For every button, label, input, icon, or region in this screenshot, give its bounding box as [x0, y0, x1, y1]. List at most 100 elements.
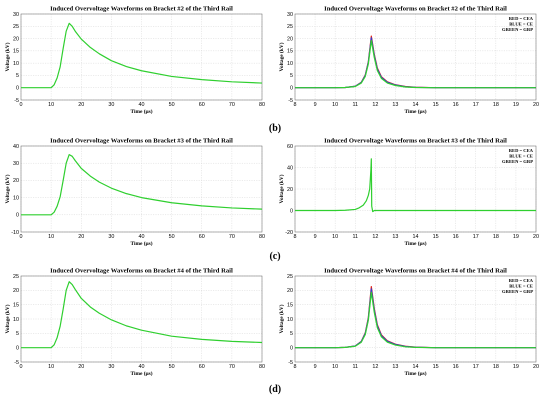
- x-axis-label: Time (µs): [130, 240, 152, 247]
- series-line-green: [295, 39, 536, 89]
- x-tick-label: 0: [20, 234, 23, 240]
- x-tick-label: 60: [199, 364, 205, 370]
- y-tick-label: 15: [287, 302, 293, 308]
- y-tick-label: 0: [16, 86, 19, 92]
- x-tick-label: 8: [294, 234, 297, 240]
- chart-title: Induced Overvoltage Waveforms on Bracket…: [50, 138, 233, 145]
- y-tick-label: 0: [290, 86, 293, 92]
- y-axis-label: Voltage (kV): [278, 42, 285, 71]
- x-tick-label: 12: [372, 234, 378, 240]
- y-tick-label: 5: [16, 73, 19, 79]
- y-tick-label: 10: [287, 61, 293, 67]
- x-tick-label: 30: [108, 234, 114, 240]
- y-tick-label: 5: [16, 331, 19, 337]
- y-tick-label: 20: [287, 36, 293, 42]
- x-tick-label: 15: [433, 102, 439, 108]
- x-tick-label: 19: [513, 364, 519, 370]
- chart-svg: Induced Overvoltage Waveforms on Bracket…: [278, 268, 539, 378]
- x-tick-label: 70: [229, 102, 235, 108]
- y-tick-label: 60: [287, 144, 293, 150]
- x-tick-label: 80: [259, 364, 265, 370]
- y-tick-label: 10: [13, 317, 19, 323]
- x-tick-label: 13: [392, 364, 398, 370]
- x-tick-label: 11: [352, 234, 358, 240]
- x-tick-label: 0: [20, 364, 23, 370]
- x-tick-label: 50: [169, 234, 175, 240]
- x-tick-label: 18: [493, 234, 499, 240]
- x-tick-label: 11: [352, 102, 358, 108]
- chart-svg: Induced Overvoltage Waveforms on Bracket…: [278, 6, 539, 116]
- y-tick-label: 40: [287, 165, 293, 171]
- y-tick-label: 15: [13, 302, 19, 308]
- x-tick-label: 10: [48, 102, 54, 108]
- x-tick-label: 16: [453, 102, 459, 108]
- y-tick-label: 5: [290, 331, 293, 337]
- x-axis-label: Time (µs): [404, 370, 426, 377]
- y-tick-label: -20: [285, 230, 293, 236]
- plot-frame: [294, 13, 537, 101]
- x-tick-label: 70: [229, 234, 235, 240]
- y-tick-label: 25: [13, 274, 19, 280]
- chart-bracket4-full: Induced Overvoltage Waveforms on Bracket…: [4, 266, 274, 384]
- x-tick-label: 80: [259, 102, 265, 108]
- x-tick-label: 80: [259, 234, 265, 240]
- x-axis-label: Time (µs): [130, 370, 152, 377]
- chart-svg: Induced Overvoltage Waveforms on Bracket…: [4, 268, 265, 378]
- chart-title: Induced Overvoltage Waveforms on Bracket…: [324, 6, 507, 13]
- row-label-c: (c): [269, 251, 281, 262]
- x-tick-label: 19: [513, 234, 519, 240]
- y-tick-label: -5: [14, 360, 19, 366]
- legend-entry: BLUE = CE: [509, 21, 533, 26]
- plot-frame: [20, 13, 263, 101]
- x-tick-label: 16: [453, 234, 459, 240]
- x-tick-label: 13: [392, 234, 398, 240]
- legend-entry: BLUE = CE: [509, 153, 533, 158]
- x-tick-label: 14: [413, 234, 419, 240]
- y-tick-label: 20: [13, 36, 19, 42]
- x-tick-label: 11: [352, 364, 358, 370]
- x-tick-label: 9: [314, 364, 317, 370]
- y-tick-label: -5: [288, 98, 293, 104]
- row-label-b: (b): [268, 123, 282, 134]
- series-line-green: [295, 158, 536, 213]
- series-line-green: [295, 291, 536, 349]
- y-tick-label: 0: [290, 345, 293, 351]
- x-tick-label: 9: [314, 102, 317, 108]
- x-tick-label: 30: [108, 364, 114, 370]
- legend-entry: GREEN = GRP: [502, 27, 533, 32]
- x-tick-label: 10: [48, 234, 54, 240]
- x-tick-label: 13: [392, 102, 398, 108]
- x-axis-label: Time (µs): [130, 108, 152, 115]
- y-axis-label: Voltage (kV): [4, 304, 11, 333]
- x-tick-label: 40: [139, 234, 145, 240]
- x-axis-label: Time (µs): [404, 108, 426, 115]
- x-tick-label: 20: [533, 364, 539, 370]
- x-tick-label: 20: [78, 102, 84, 108]
- row-label-d: (d): [268, 384, 282, 395]
- plot-frame: [294, 275, 537, 363]
- x-tick-label: 12: [372, 102, 378, 108]
- plot-frame: [20, 275, 263, 363]
- chart-title: Induced Overvoltage Waveforms on Bracket…: [50, 6, 233, 13]
- chart-bracket3-zoom: Induced Overvoltage Waveforms on Bracket…: [278, 136, 548, 254]
- legend-entry: RED = CEA: [509, 148, 534, 153]
- x-tick-label: 50: [169, 364, 175, 370]
- y-tick-label: 40: [13, 144, 19, 150]
- y-tick-label: 5: [290, 73, 293, 79]
- x-tick-label: 9: [314, 234, 317, 240]
- x-tick-label: 10: [332, 234, 338, 240]
- plot-frame: [294, 145, 537, 233]
- chart-title: Induced Overvoltage Waveforms on Bracket…: [324, 138, 507, 145]
- y-tick-label: 0: [16, 213, 19, 219]
- y-tick-label: 0: [290, 208, 293, 214]
- x-tick-label: 40: [139, 102, 145, 108]
- y-tick-label: 20: [13, 288, 19, 294]
- y-tick-label: 30: [287, 12, 293, 18]
- x-tick-label: 20: [78, 364, 84, 370]
- x-tick-label: 15: [433, 364, 439, 370]
- chart-bracket2-full: Induced Overvoltage Waveforms on Bracket…: [4, 4, 274, 122]
- y-tick-label: 25: [13, 24, 19, 30]
- x-tick-label: 17: [473, 102, 479, 108]
- x-axis-label: Time (µs): [404, 240, 426, 247]
- y-tick-label: 25: [287, 24, 293, 30]
